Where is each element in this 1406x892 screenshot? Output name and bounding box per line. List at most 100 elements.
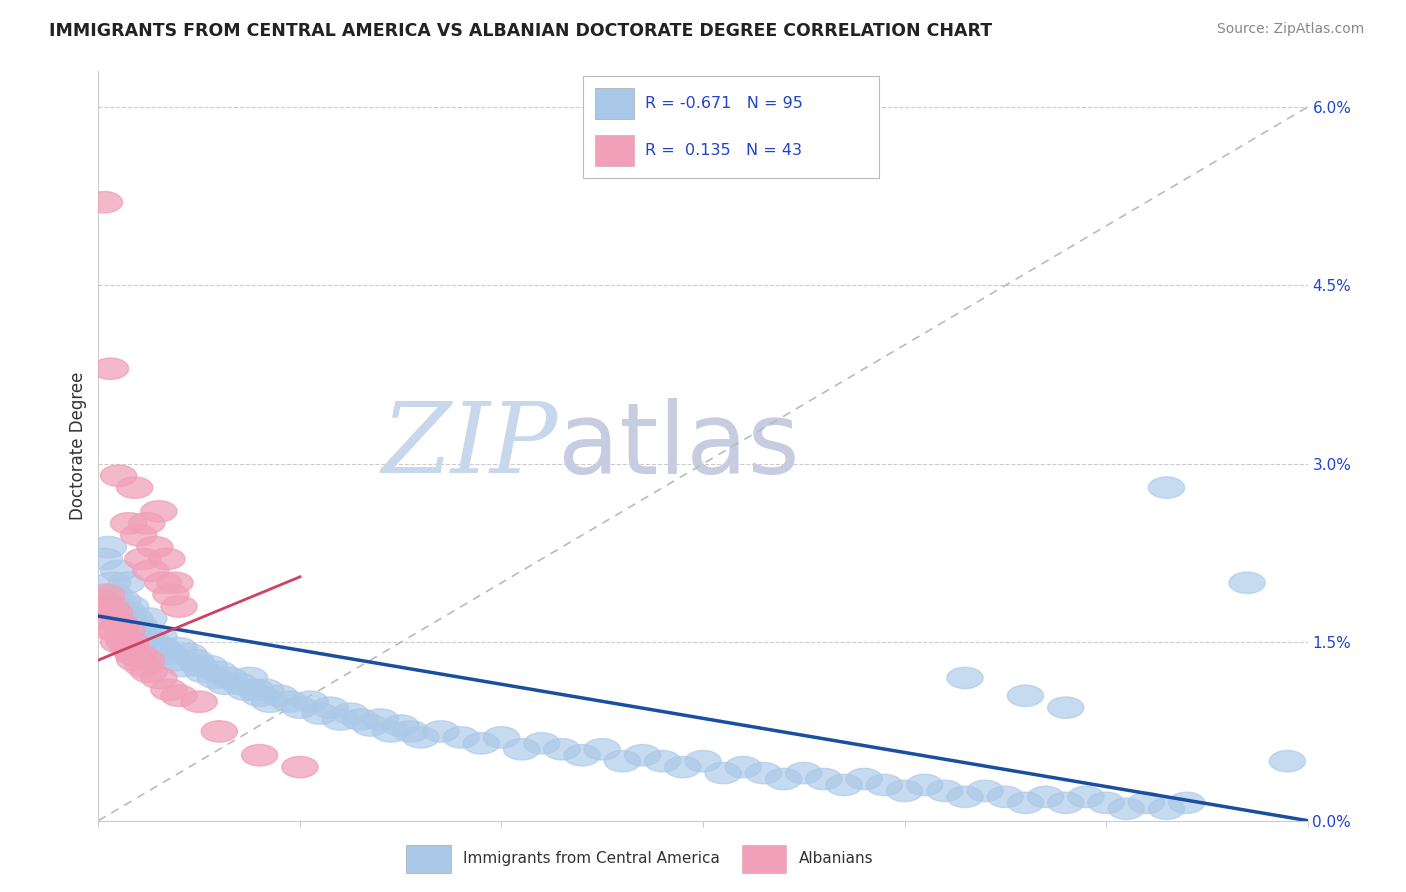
Ellipse shape — [232, 667, 267, 689]
Ellipse shape — [605, 750, 641, 772]
Ellipse shape — [786, 763, 823, 784]
Ellipse shape — [129, 513, 165, 534]
Ellipse shape — [125, 620, 160, 641]
Ellipse shape — [125, 656, 160, 677]
Ellipse shape — [1067, 786, 1104, 807]
Ellipse shape — [1047, 697, 1084, 718]
Ellipse shape — [271, 691, 308, 713]
Ellipse shape — [1007, 685, 1043, 706]
Ellipse shape — [129, 649, 165, 671]
Ellipse shape — [112, 596, 149, 617]
Ellipse shape — [181, 691, 218, 713]
Ellipse shape — [111, 513, 146, 534]
Ellipse shape — [624, 745, 661, 766]
Ellipse shape — [121, 524, 157, 546]
Ellipse shape — [745, 763, 782, 784]
Ellipse shape — [644, 750, 681, 772]
Ellipse shape — [281, 756, 318, 778]
Ellipse shape — [94, 572, 131, 593]
Ellipse shape — [1149, 798, 1185, 820]
Ellipse shape — [1047, 792, 1084, 814]
Ellipse shape — [132, 560, 169, 582]
Ellipse shape — [967, 780, 1004, 802]
Ellipse shape — [103, 614, 139, 635]
Ellipse shape — [886, 780, 922, 802]
Ellipse shape — [191, 656, 228, 677]
Ellipse shape — [89, 584, 125, 606]
Ellipse shape — [160, 638, 197, 659]
Text: ZIP: ZIP — [381, 399, 558, 493]
Ellipse shape — [423, 721, 460, 742]
Ellipse shape — [100, 632, 136, 653]
Ellipse shape — [402, 727, 439, 748]
Text: R =  0.135   N = 43: R = 0.135 N = 43 — [645, 144, 803, 158]
Ellipse shape — [93, 358, 129, 379]
Ellipse shape — [1270, 750, 1306, 772]
Ellipse shape — [806, 768, 842, 789]
Ellipse shape — [312, 697, 349, 718]
Ellipse shape — [145, 572, 181, 593]
Ellipse shape — [1028, 786, 1064, 807]
Ellipse shape — [125, 549, 160, 570]
Ellipse shape — [181, 656, 218, 677]
Ellipse shape — [160, 685, 197, 706]
Ellipse shape — [987, 786, 1024, 807]
Ellipse shape — [131, 661, 167, 682]
Ellipse shape — [97, 584, 132, 606]
Text: Immigrants from Central America: Immigrants from Central America — [464, 851, 720, 866]
Ellipse shape — [262, 685, 298, 706]
Text: Albanians: Albanians — [799, 851, 873, 866]
Ellipse shape — [302, 703, 339, 724]
Ellipse shape — [564, 745, 600, 766]
Ellipse shape — [97, 602, 132, 624]
Ellipse shape — [117, 607, 153, 629]
Ellipse shape — [1168, 792, 1205, 814]
Ellipse shape — [150, 679, 187, 700]
Ellipse shape — [1108, 798, 1144, 820]
Ellipse shape — [281, 697, 318, 718]
Ellipse shape — [149, 549, 186, 570]
Ellipse shape — [108, 572, 145, 593]
Ellipse shape — [242, 745, 278, 766]
Ellipse shape — [141, 625, 177, 647]
Ellipse shape — [100, 465, 136, 486]
Ellipse shape — [160, 596, 197, 617]
Ellipse shape — [685, 750, 721, 772]
Ellipse shape — [332, 703, 368, 724]
Ellipse shape — [165, 656, 201, 677]
Ellipse shape — [104, 625, 141, 647]
Ellipse shape — [94, 620, 131, 641]
Ellipse shape — [463, 732, 499, 754]
Ellipse shape — [112, 632, 149, 653]
Ellipse shape — [114, 643, 150, 665]
Ellipse shape — [292, 691, 328, 713]
Ellipse shape — [111, 602, 146, 624]
Ellipse shape — [197, 667, 233, 689]
Ellipse shape — [108, 620, 145, 641]
Ellipse shape — [117, 477, 153, 499]
Y-axis label: Doctorate Degree: Doctorate Degree — [69, 372, 87, 520]
Text: Source: ZipAtlas.com: Source: ZipAtlas.com — [1216, 22, 1364, 37]
Ellipse shape — [107, 632, 143, 653]
Ellipse shape — [201, 661, 238, 682]
Ellipse shape — [373, 721, 409, 742]
Ellipse shape — [363, 709, 399, 731]
Ellipse shape — [93, 596, 129, 617]
Ellipse shape — [135, 632, 172, 653]
Ellipse shape — [157, 649, 193, 671]
Ellipse shape — [1149, 477, 1185, 499]
Text: R = -0.671   N = 95: R = -0.671 N = 95 — [645, 96, 803, 111]
Ellipse shape — [866, 774, 903, 796]
Ellipse shape — [90, 607, 127, 629]
Ellipse shape — [1128, 792, 1164, 814]
Ellipse shape — [1229, 572, 1265, 593]
Ellipse shape — [121, 643, 157, 665]
Ellipse shape — [100, 560, 136, 582]
Ellipse shape — [382, 714, 419, 736]
Text: IMMIGRANTS FROM CENTRAL AMERICA VS ALBANIAN DOCTORATE DEGREE CORRELATION CHART: IMMIGRANTS FROM CENTRAL AMERICA VS ALBAN… — [49, 22, 993, 40]
Text: atlas: atlas — [558, 398, 800, 494]
Ellipse shape — [201, 721, 238, 742]
Ellipse shape — [322, 709, 359, 731]
Ellipse shape — [353, 714, 388, 736]
Ellipse shape — [153, 584, 190, 606]
